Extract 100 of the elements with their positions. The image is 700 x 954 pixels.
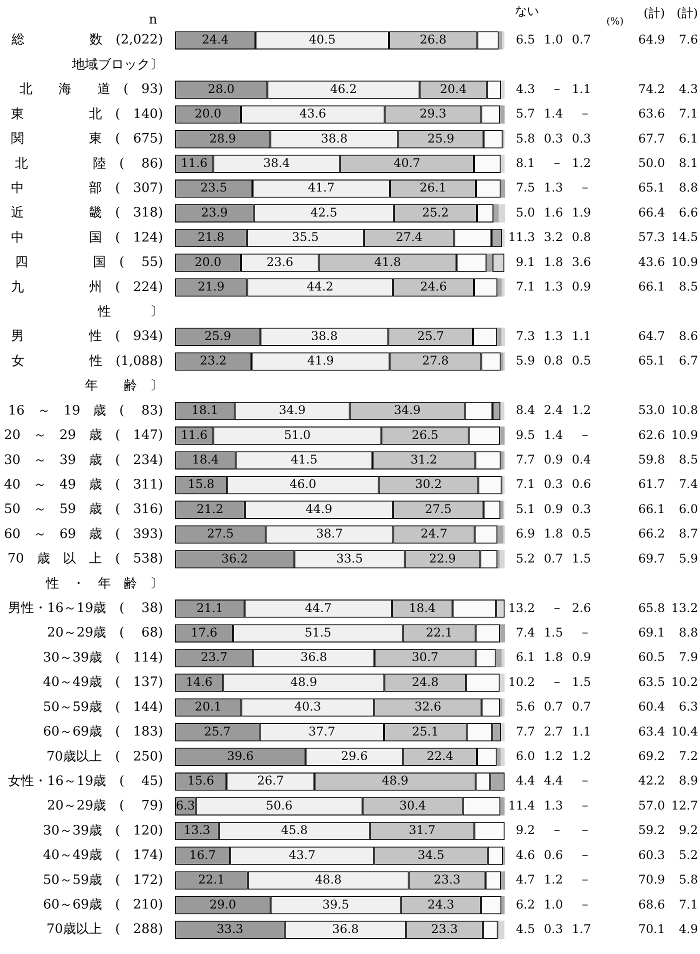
data-label: 26.8 (420, 32, 446, 46)
text: (計) (644, 6, 665, 20)
text: 7.1 (678, 106, 698, 121)
text: 9.2 (678, 823, 698, 838)
data-label: 5.0 (516, 205, 535, 220)
data-label: 7.7 (516, 724, 535, 738)
data-label: 13.2 (508, 600, 535, 615)
data-label: 4.4 (516, 774, 536, 788)
data-label: 0.7 (544, 551, 563, 566)
y-tick-label: 50～59歳 ( 172) (4, 872, 164, 888)
data-label: 29.6 (341, 749, 368, 764)
data-label: 34.5 (418, 848, 444, 862)
text: 6.3 (678, 700, 698, 714)
data-label: 6.3 (176, 798, 195, 812)
data-label: 2.6 (572, 600, 591, 615)
data-label: 1.2 (544, 872, 563, 887)
data-label: 1.2 (572, 156, 591, 170)
text: 8.5 (678, 280, 698, 294)
data-label: 38.8 (320, 131, 348, 146)
data-label: 2.4 (544, 403, 564, 418)
data-label: 26.7 (257, 774, 284, 788)
text: 64.7 (638, 328, 665, 343)
data-label: 25.7 (204, 724, 231, 738)
data-label: 1.1 (572, 82, 591, 96)
data-label: 45.8 (281, 823, 308, 838)
text: 13.2 (671, 600, 698, 615)
data-label: 0.3 (544, 131, 563, 146)
data-label: 36.8 (300, 650, 328, 664)
text: 43.6 (638, 254, 665, 269)
data-label: － (579, 798, 591, 812)
y-tick-label: 20 ～ 29 歳 ( 147) (4, 428, 164, 444)
data-label: 25.9 (204, 328, 232, 343)
data-label: 24.3 (428, 897, 454, 912)
text: 10.9 (671, 254, 698, 269)
data-label: 38.7 (316, 526, 343, 541)
y-tick-label: 50 ～ 59 歳 ( 316) (4, 502, 164, 518)
data-label: 29.0 (209, 897, 236, 912)
data-label: 1.9 (572, 205, 591, 220)
text: 65.8 (638, 600, 665, 615)
data-label: 23.3 (434, 872, 461, 887)
text: 6.0 (678, 502, 698, 516)
y-tick-label: 男性・16～19歳 ( 38) (8, 601, 164, 616)
text: 10.4 (671, 724, 698, 738)
data-label: 0.7 (544, 700, 563, 714)
y-tick-label: 北 海 道 ( 93) (19, 82, 164, 98)
data-label: 5.1 (516, 502, 535, 516)
data-label: 48.9 (382, 774, 408, 788)
data-label: 30.7 (412, 650, 438, 664)
y-tick-label: 60～69歳 ( 183) (4, 724, 164, 740)
data-label: 1.5 (572, 551, 591, 566)
data-label: 0.6 (572, 477, 591, 492)
data-label: 5.9 (516, 354, 535, 368)
data-label: 37.7 (308, 724, 336, 738)
data-label: 1.3 (544, 180, 563, 195)
text: 10.8 (671, 403, 698, 418)
text: 74.2 (638, 82, 665, 96)
data-label: 39.5 (322, 897, 350, 912)
data-label: 27.8 (422, 354, 449, 368)
data-label: 0.7 (572, 32, 591, 46)
text: 5.8 (678, 872, 698, 887)
data-label: 23.2 (200, 354, 227, 368)
y-tick-label: 近 畿 ( 318) (11, 206, 164, 221)
text: 8.9 (678, 774, 698, 788)
data-label: 23.3 (431, 922, 458, 936)
data-label: 40.7 (394, 156, 420, 170)
data-label: － (551, 674, 563, 689)
data-label: 29.3 (420, 106, 446, 121)
y-tick-label: 性 〕 (72, 304, 164, 320)
text: 7.1 (678, 897, 698, 912)
data-label: 40.5 (308, 32, 336, 46)
text: 70.1 (638, 922, 665, 936)
data-label: 41.7 (308, 180, 335, 195)
y-tick-label: 20～29歳 ( 79) (8, 798, 164, 814)
data-label: 25.9 (428, 131, 454, 146)
data-label: 1.0 (544, 32, 563, 46)
data-label: 48.9 (290, 674, 318, 689)
data-label: 4.4 (544, 774, 564, 788)
text: 7.9 (678, 650, 698, 664)
data-label: 22.1 (198, 872, 225, 887)
data-label: 4.3 (516, 82, 535, 96)
data-label: 22.4 (426, 749, 454, 764)
data-label: 28.9 (209, 131, 236, 146)
data-label: 11.4 (508, 798, 536, 812)
data-label: 1.8 (544, 526, 563, 541)
data-label: 11.6 (180, 428, 208, 442)
data-label: － (551, 600, 563, 615)
data-label: 7.4 (516, 625, 536, 640)
data-label: 11.6 (180, 156, 208, 170)
data-label: 5.6 (516, 700, 535, 714)
data-label: 31.7 (408, 823, 436, 838)
data-label: 1.4 (544, 106, 564, 121)
data-label: 23.6 (266, 254, 294, 269)
y-tick-label: 北 陸 ( 86) (15, 156, 164, 172)
data-label: 2.7 (544, 724, 563, 738)
y-tick-label: 女性・16～19歳 ( 45) (8, 774, 164, 789)
text: 63.5 (638, 674, 665, 689)
data-label: 0.5 (572, 354, 591, 368)
y-tick-label: 30 ～ 39 歳 ( 234) (4, 452, 164, 468)
data-label: 0.3 (572, 502, 591, 516)
data-label: 24.4 (202, 32, 229, 46)
